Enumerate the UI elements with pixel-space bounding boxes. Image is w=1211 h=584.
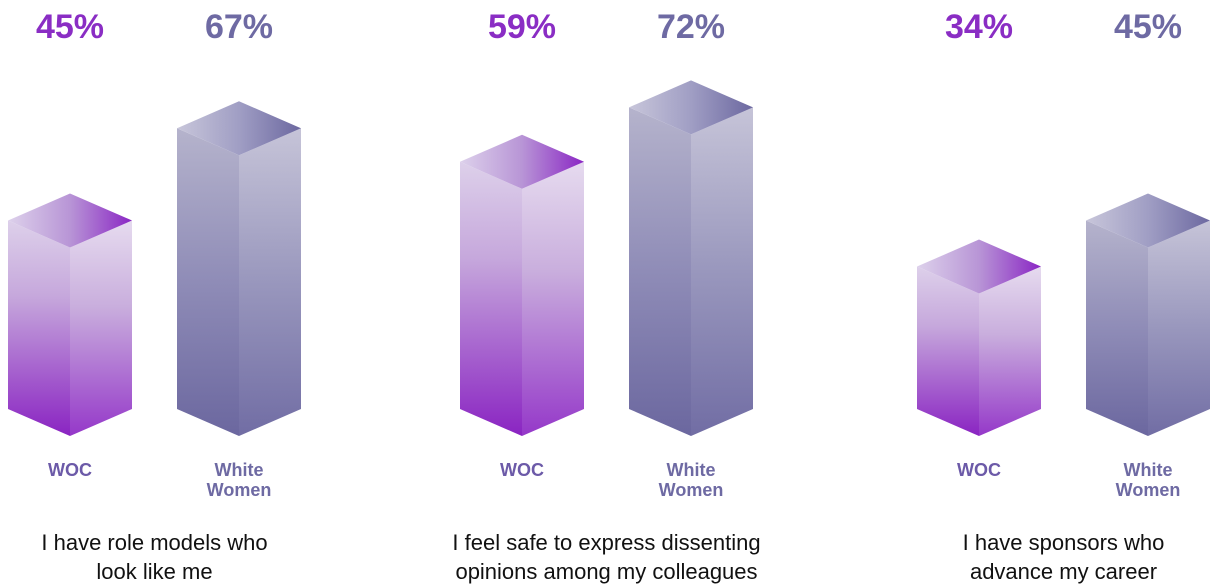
bar-side-face (70, 220, 132, 436)
category-label-white-women: White (215, 460, 264, 480)
bar-top-face (917, 239, 1041, 294)
category-label-white-women: White (1124, 460, 1173, 480)
category-label-white-women: Women (207, 480, 272, 500)
bar-side-face (979, 266, 1041, 436)
bar-front-face (177, 128, 239, 436)
value-label-woc: 45% (36, 8, 104, 46)
bar-woc (917, 239, 1041, 436)
bar-white-women (629, 80, 753, 436)
bar-front-face (8, 220, 70, 436)
question-label: advance my career (970, 559, 1157, 584)
question-label: look like me (96, 559, 212, 584)
category-label-white-women: Women (1116, 480, 1181, 500)
bar-white-women (1086, 193, 1210, 436)
bar-side-face (522, 161, 584, 437)
bar-side-face (1148, 220, 1210, 436)
bar-front-face (460, 161, 522, 437)
value-label-woc: 59% (488, 8, 556, 46)
value-label-woc: 34% (945, 8, 1013, 46)
bar-side-face (239, 128, 301, 436)
bar-front-face (917, 266, 979, 436)
bar-white-women (177, 101, 301, 436)
question-label: I have role models who (41, 530, 267, 555)
bar-woc (460, 134, 584, 437)
bar-top-face (629, 80, 753, 135)
bar-top-face (8, 193, 132, 248)
bar-front-face (1086, 220, 1148, 436)
question-label: opinions among my colleagues (455, 559, 757, 584)
value-label-white-women: 67% (205, 8, 273, 46)
value-label-white-women: 72% (657, 8, 725, 46)
question-label: I feel safe to express dissenting (452, 530, 760, 555)
category-label-woc: WOC (48, 460, 92, 480)
bar-woc (8, 193, 132, 436)
bar-side-face (691, 107, 753, 436)
bar-top-face (460, 134, 584, 189)
category-label-white-women: White (667, 460, 716, 480)
value-label-white-women: 45% (1114, 8, 1182, 46)
bar-top-face (177, 101, 301, 156)
category-label-woc: WOC (500, 460, 544, 480)
question-label: I have sponsors who (963, 530, 1165, 555)
bar-top-face (1086, 193, 1210, 248)
bar-front-face (629, 107, 691, 436)
category-label-white-women: Women (659, 480, 724, 500)
category-label-woc: WOC (957, 460, 1001, 480)
